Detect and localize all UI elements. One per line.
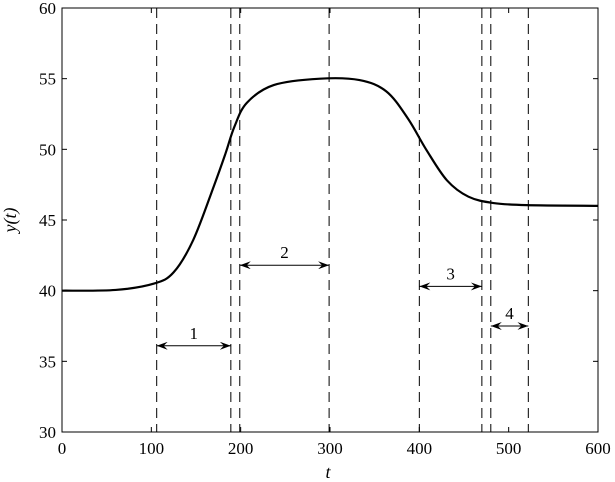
x-axis-label: t: [325, 462, 331, 482]
x-tick-label: 300: [317, 439, 343, 458]
y-tick-label: 60: [39, 0, 56, 18]
x-tick-label: 200: [228, 439, 254, 458]
y-tick-label: 30: [39, 423, 56, 442]
x-tick-label: 100: [139, 439, 165, 458]
dashed-lines: [156, 8, 529, 432]
interval-label: 4: [505, 304, 514, 323]
interval-label: 3: [446, 264, 455, 283]
x-tick-label: 600: [585, 439, 611, 458]
y-tick-label: 35: [39, 352, 56, 371]
interval-arrows: 1 2 3 4: [156, 243, 529, 350]
y-axis-label: y(t): [0, 208, 21, 235]
y-tick-label: 55: [39, 70, 56, 89]
x-tick-label: 500: [496, 439, 522, 458]
x-tick-label: 0: [58, 439, 67, 458]
y-tick-label: 40: [39, 282, 56, 301]
plot-frame: [61, 7, 599, 433]
axis-ticks: 0 100 200 300 400 500 600 30 35 40 45 50 55 60: [39, 0, 611, 458]
y-tick-label: 50: [39, 140, 56, 159]
interval-label: 2: [280, 243, 289, 262]
series-line: [61, 77, 599, 292]
x-tick-label: 400: [407, 439, 433, 458]
y-tick-label: 45: [39, 211, 56, 230]
interval-label: 1: [190, 324, 199, 343]
